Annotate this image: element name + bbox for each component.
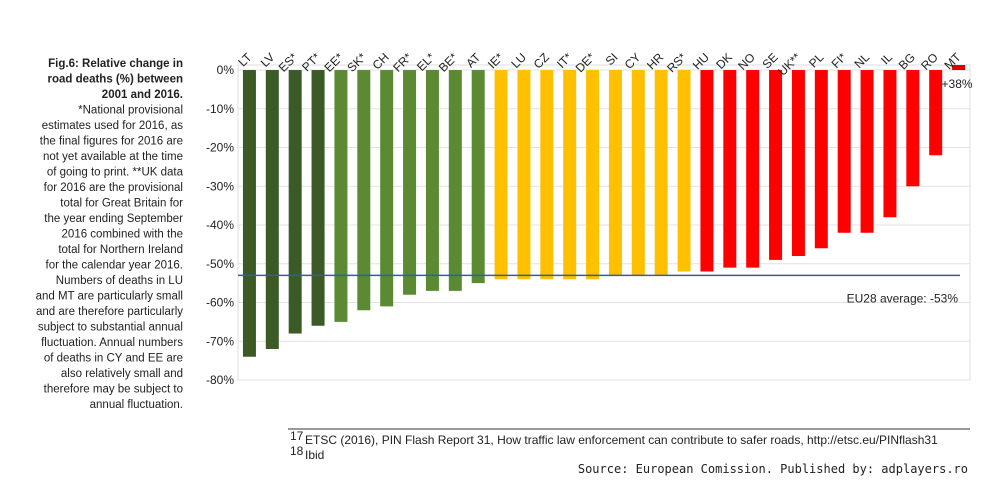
note-line: fluctuation. Annual numbers <box>41 337 183 349</box>
x-tick-label: IE* <box>485 50 506 71</box>
bar <box>288 70 302 334</box>
chart-title: 2001 and 2016. <box>102 89 183 101</box>
x-tick-label: BG <box>896 50 918 72</box>
y-tick-label: -20% <box>206 141 234 155</box>
bar <box>837 70 851 233</box>
value-label: +38% <box>942 77 973 91</box>
bars <box>242 65 966 357</box>
note-line: and are therefore particularly <box>36 306 183 318</box>
x-tick-label: HU <box>690 50 712 72</box>
x-tick-label: HR <box>644 50 666 72</box>
x-tick-label: CZ <box>531 50 552 71</box>
chart-title: Fig.6: Relative change in <box>48 58 183 70</box>
x-tick-label: PL <box>806 50 827 71</box>
note-line: total for Great Britain for <box>60 198 183 210</box>
bar <box>952 65 966 71</box>
bar <box>883 70 897 218</box>
note-line: subject to substantial annual <box>38 322 183 334</box>
chart-title: road deaths (%) between <box>48 74 183 86</box>
plot-frame <box>237 64 971 381</box>
x-tick-label: NL <box>851 50 872 71</box>
bar <box>494 70 508 280</box>
note-line: of going to print. **UK data <box>47 167 184 179</box>
y-tick-label: -10% <box>206 102 234 116</box>
y-tick-label: -60% <box>206 296 234 310</box>
bar <box>540 70 554 280</box>
y-tick-label: -70% <box>206 334 234 348</box>
bar <box>608 70 622 276</box>
x-tick-label: CH <box>370 50 392 72</box>
note-line: and MT are particularly small <box>36 291 183 303</box>
x-tick-label: CY <box>622 50 644 72</box>
note-line: total for Northern Ireland <box>58 244 183 256</box>
note-line: Numbers of deaths in LU <box>56 275 183 287</box>
footnote-mark: 18 <box>290 444 304 458</box>
bar <box>425 70 439 291</box>
bar <box>700 70 714 272</box>
y-tick-label: 0% <box>217 63 235 77</box>
y-tick-label: -30% <box>206 179 234 193</box>
note-line: for 2016 are the provisional <box>44 182 183 194</box>
bar <box>563 70 577 280</box>
note-line: not yet available at the time <box>43 151 183 163</box>
x-tick-label: AT <box>463 50 484 71</box>
bar <box>265 70 279 350</box>
bar <box>814 70 828 249</box>
note-line: therefore may be subject to <box>44 384 183 396</box>
bar <box>380 70 394 307</box>
x-tick-label: LU <box>508 50 529 71</box>
y-tick-label: -50% <box>206 257 234 271</box>
bar <box>860 70 874 233</box>
x-tick-label: RO <box>918 50 941 73</box>
footnote-mark: 17 <box>290 429 304 443</box>
bar <box>791 70 805 257</box>
x-tick-label: FI* <box>829 50 850 71</box>
note-line: 2016 combined with the <box>62 229 183 241</box>
note-line: annual fluctuation. <box>90 399 183 411</box>
y-tick-label: -80% <box>206 373 234 387</box>
note-line: the final figures for 2016 are <box>40 136 183 148</box>
bar <box>723 70 737 268</box>
bar <box>517 70 531 280</box>
source: Source: European Comission. Published by… <box>578 462 968 476</box>
bar <box>631 70 645 276</box>
x-tick-label: LV <box>258 50 278 70</box>
bar <box>769 70 783 260</box>
footnote: Ibid <box>305 448 324 462</box>
x-tick-label: DK <box>713 50 735 72</box>
bar <box>242 70 256 357</box>
note-line: estimates used for 2016, as <box>42 120 184 132</box>
bar <box>654 70 668 276</box>
bar <box>746 70 760 268</box>
note-line: also relatively small and <box>61 368 183 380</box>
x-tick-label: IT* <box>554 50 575 71</box>
note-line: the year ending September <box>44 213 183 225</box>
bar <box>586 70 600 280</box>
bar <box>906 70 920 187</box>
bar <box>334 70 348 322</box>
bar <box>677 70 691 272</box>
y-tick-label: -40% <box>206 218 234 232</box>
footnote: ETSC (2016), PIN Flash Report 31, How tr… <box>305 433 938 447</box>
note-line: for the calendar year 2016. <box>46 260 183 272</box>
bar <box>403 70 417 295</box>
bar <box>311 70 325 326</box>
note-line: *National provisional <box>78 105 183 117</box>
bar <box>357 70 371 311</box>
bar <box>448 70 462 291</box>
average-label: EU28 average: -53% <box>847 291 959 305</box>
bar <box>929 70 943 156</box>
x-tick-label: NO <box>735 50 758 73</box>
note-line: of deaths in CY and EE are <box>44 353 183 365</box>
bar <box>471 70 485 284</box>
